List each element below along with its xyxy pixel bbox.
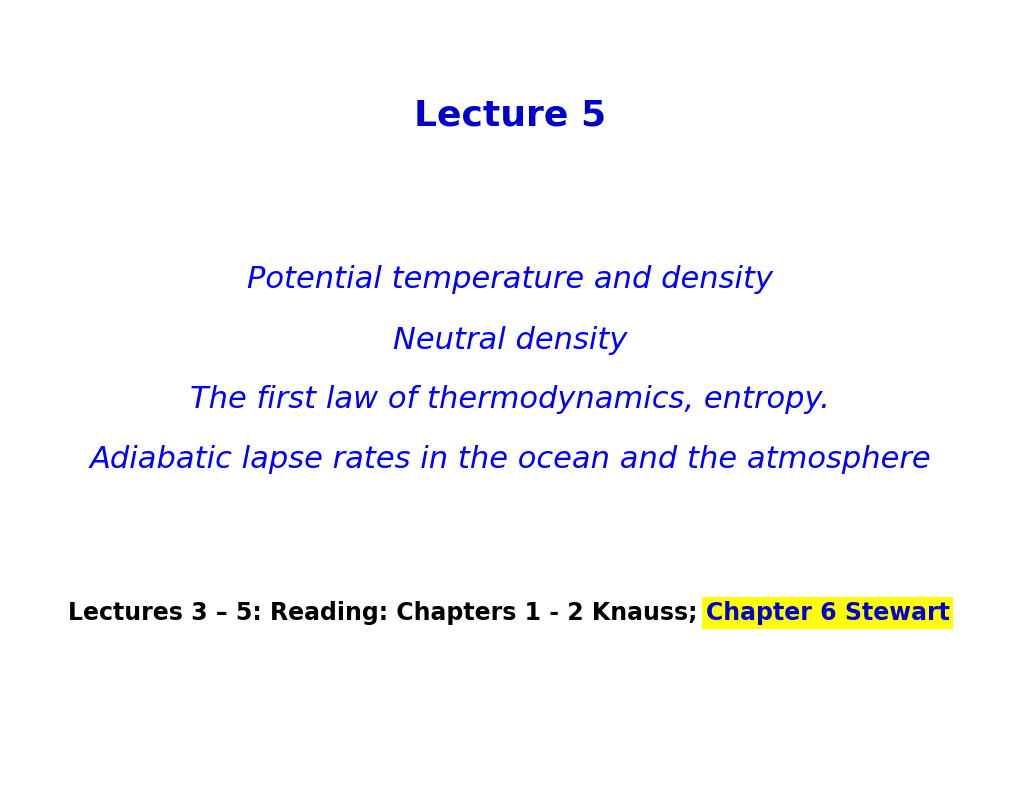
Text: The first law of thermodynamics, entropy.: The first law of thermodynamics, entropy…	[190, 385, 829, 414]
Text: Adiabatic lapse rates in the ocean and the atmosphere: Adiabatic lapse rates in the ocean and t…	[89, 445, 930, 474]
Text: Chapter 6 Stewart: Chapter 6 Stewart	[705, 601, 949, 625]
Text: Lecture 5: Lecture 5	[414, 98, 605, 132]
Text: Neutral density: Neutral density	[392, 325, 627, 355]
Text: Potential temperature and density: Potential temperature and density	[247, 266, 772, 295]
Text: Lectures 3 – 5: Reading: Chapters 1 - 2 Knauss;: Lectures 3 – 5: Reading: Chapters 1 - 2 …	[68, 601, 705, 625]
